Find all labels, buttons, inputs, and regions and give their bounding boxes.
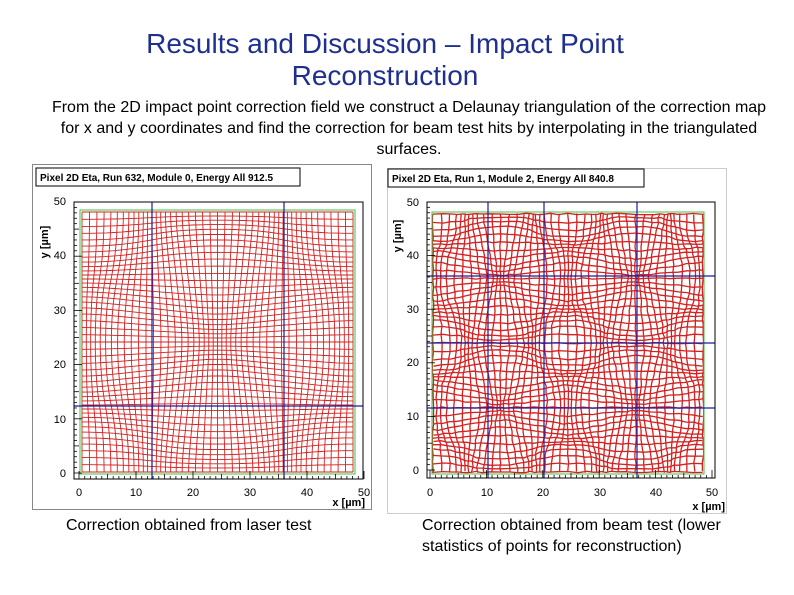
right-plot-canvas: Pixel 2D Eta, Run 1, Module 2, Energy Al…: [387, 168, 727, 514]
right-x-tick: 10: [481, 487, 493, 499]
right-x-axis-label: x [µm]: [692, 501, 725, 513]
left-x-tick: 30: [244, 487, 256, 499]
left-x-axis-label: x [µm]: [332, 497, 365, 509]
right-plot: Pixel 2D Eta, Run 1, Module 2, Energy Al…: [387, 168, 727, 514]
right-y-tick: 0: [413, 465, 419, 477]
right-y-tick: 30: [407, 304, 419, 316]
right-y-tick: 20: [407, 357, 419, 369]
left-y-tick: 50: [54, 196, 66, 208]
right-y-tick: 40: [407, 250, 419, 262]
right-y-axis-label: y [µm]: [392, 219, 404, 252]
right-caption: Correction obtained from beam test (lowe…: [422, 515, 782, 557]
slide-title: Results and Discussion – Impact Point Re…: [60, 28, 710, 92]
left-plot: Pixel 2D Eta, Run 632, Module 0, Energy …: [32, 164, 372, 510]
right-x-tick: 0: [427, 487, 433, 499]
left-plot-header: Pixel 2D Eta, Run 632, Module 0, Energy …: [40, 173, 273, 184]
right-x-tick: 30: [594, 487, 606, 499]
left-x-tick: 10: [130, 487, 142, 499]
right-caption-line-1: Correction obtained from beam test (lowe…: [422, 515, 782, 536]
right-x-tick: 50: [706, 487, 718, 499]
left-y-axis-label: y [µm]: [39, 225, 51, 258]
left-plot-canvas: Pixel 2D Eta, Run 632, Module 0, Energy …: [32, 164, 372, 510]
left-y-tick: 40: [54, 250, 66, 262]
left-y-tick: 20: [54, 359, 66, 371]
left-caption: Correction obtained from laser test: [66, 515, 366, 536]
left-y-tick: 0: [60, 468, 66, 480]
left-x-tick: 0: [76, 487, 82, 499]
right-y-tick: 50: [407, 197, 419, 209]
left-y-tick: 10: [54, 414, 66, 426]
left-y-tick: 30: [54, 305, 66, 317]
left-x-tick: 20: [187, 487, 199, 499]
right-x-tick: 20: [537, 487, 549, 499]
left-x-tick: 40: [301, 487, 313, 499]
right-y-tick: 10: [407, 411, 419, 423]
intro-text: From the 2D impact point correction fiel…: [50, 97, 768, 160]
right-plot-header: Pixel 2D Eta, Run 1, Module 2, Energy Al…: [392, 174, 614, 185]
right-caption-line-2: statistics of points for reconstruction): [422, 536, 782, 557]
right-x-tick: 40: [650, 487, 662, 499]
title-line-2: Reconstruction: [60, 60, 710, 92]
title-line-1: Results and Discussion – Impact Point: [60, 28, 710, 60]
